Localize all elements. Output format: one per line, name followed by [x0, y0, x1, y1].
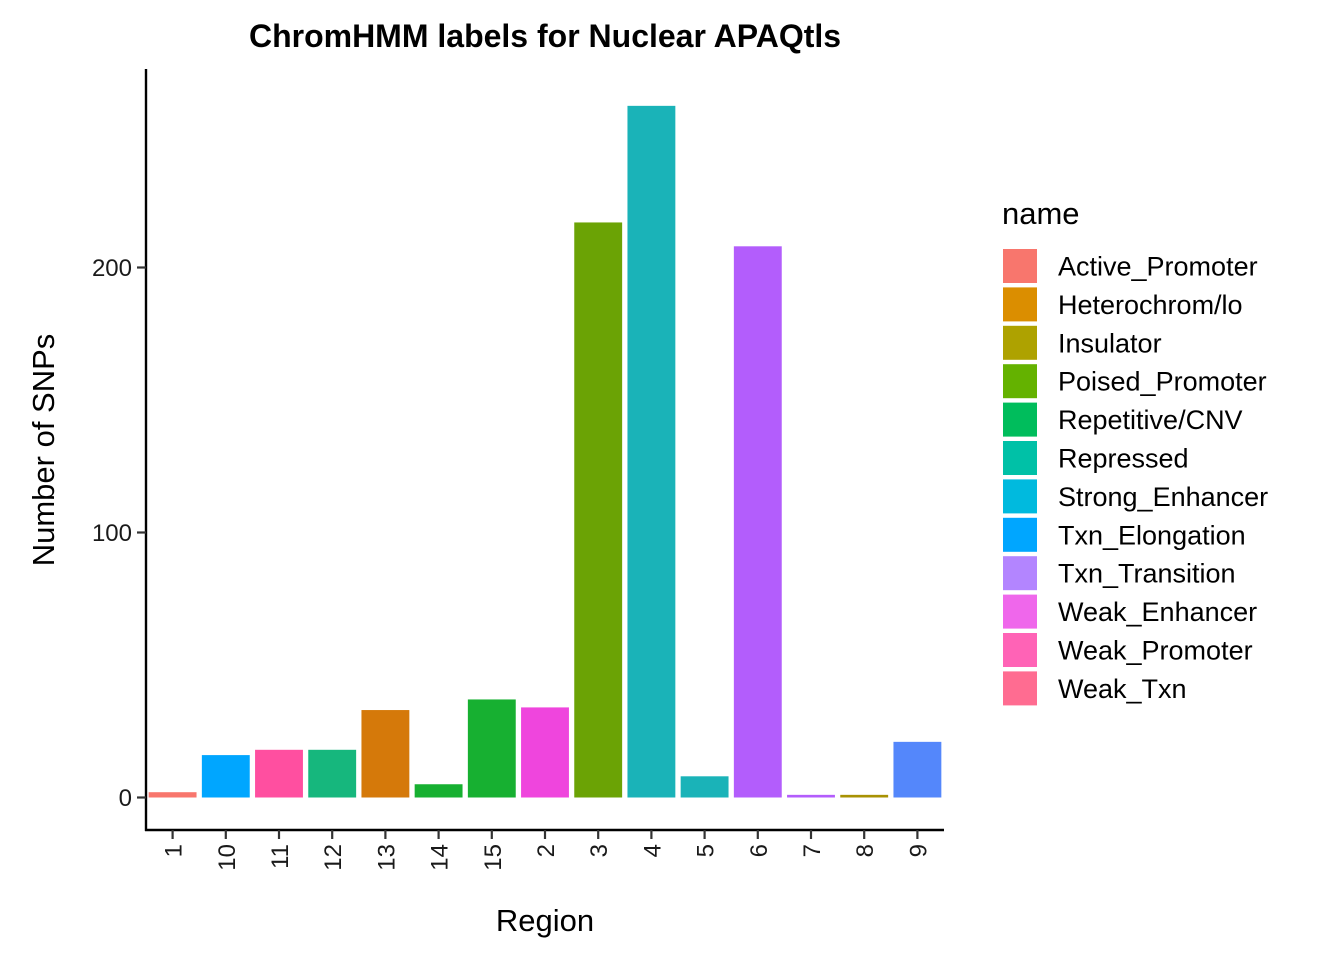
bars-group	[148, 105, 942, 798]
legend-label: Poised_Promoter	[1058, 367, 1267, 397]
legend-key	[1003, 441, 1037, 475]
bar-region-7	[787, 794, 835, 798]
bar-region-4	[627, 105, 676, 798]
bar-region-10	[201, 755, 250, 798]
legend-label: Txn_Elongation	[1058, 520, 1246, 550]
x-tick-label: 2	[533, 844, 560, 857]
legend-label: Strong_Enhancer	[1058, 482, 1268, 512]
x-tick-label: 8	[852, 844, 879, 857]
x-tick-label: 13	[373, 844, 400, 871]
legend-key	[1003, 287, 1037, 322]
legend-label: Active_Promoter	[1058, 252, 1258, 282]
x-tick-label: 7	[799, 844, 826, 857]
legend-key	[1003, 479, 1037, 514]
x-tick-label: 4	[639, 844, 666, 857]
legend-key	[1003, 249, 1037, 283]
x-tick-label: 15	[480, 844, 507, 871]
legend-title: name	[1002, 196, 1080, 231]
legend-key	[1003, 364, 1037, 399]
legend-label: Repressed	[1058, 444, 1189, 474]
x-ticks: 1 10 11 12 13 14 15 2 3 4 5 6 7 8 9	[161, 830, 932, 871]
legend-label: Weak_Txn	[1058, 674, 1187, 704]
bar-region-12	[308, 749, 357, 798]
y-tick-label: 100	[92, 520, 132, 547]
bar-region-9	[893, 741, 942, 798]
x-tick-label: 1	[161, 844, 188, 857]
y-axis-title: Number of SNPs	[26, 334, 61, 567]
legend-key	[1003, 325, 1037, 360]
x-tick-label: 12	[320, 844, 347, 871]
legend-key	[1003, 402, 1037, 437]
legend-label: Weak_Promoter	[1058, 636, 1253, 666]
x-tick-label: 14	[427, 844, 454, 871]
y-tick-label: 0	[119, 785, 132, 812]
x-tick-label: 6	[746, 844, 773, 857]
chart-title: ChromHMM labels for Nuclear APAQtls	[249, 18, 841, 54]
legend-key	[1003, 671, 1037, 706]
bar-region-6	[733, 246, 782, 798]
bar-region-11	[255, 749, 303, 798]
legend-label: Txn_Transition	[1058, 559, 1236, 589]
bar-region-2	[521, 707, 569, 798]
bar-region-13	[361, 710, 410, 798]
x-tick-label: 9	[905, 844, 932, 857]
bar-region-14	[414, 784, 463, 798]
bar-region-8	[840, 794, 889, 798]
legend-key	[1003, 594, 1037, 629]
x-axis-title: Region	[496, 903, 594, 938]
x-tick-label: 10	[214, 844, 241, 871]
x-tick-label: 11	[267, 844, 294, 869]
legend-key	[1003, 556, 1037, 591]
bar-region-3	[574, 222, 623, 798]
legend-label: Heterochrom/lo	[1058, 290, 1243, 320]
bar-region-15	[467, 699, 516, 798]
legend-key	[1003, 517, 1037, 552]
x-tick-label: 3	[586, 844, 613, 857]
y-tick-label: 200	[92, 255, 132, 282]
x-tick-label: 5	[693, 844, 720, 857]
bar-region-1	[148, 792, 197, 798]
legend-key	[1003, 633, 1037, 667]
bar-region-5	[680, 776, 729, 798]
legend: name Active_Promoter Heterochrom/lo Insula…	[1002, 196, 1268, 706]
legend-label: Repetitive/CNV	[1058, 405, 1243, 435]
legend-label: Weak_Enhancer	[1058, 597, 1257, 627]
legend-label: Insulator	[1058, 328, 1162, 358]
y-ticks: 0 100 200	[92, 255, 146, 812]
